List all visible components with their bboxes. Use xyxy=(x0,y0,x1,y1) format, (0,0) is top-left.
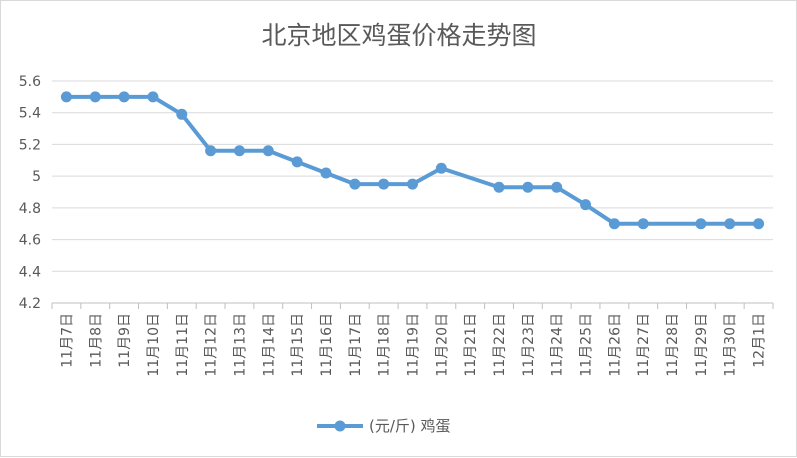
legend-label: (元/斤) 鸡蛋 xyxy=(369,417,451,435)
legend: (元/斤) 鸡蛋 xyxy=(317,417,451,435)
chart-title: 北京地区鸡蛋价格走势图 xyxy=(261,21,536,50)
x-tick-label: 11月29日 xyxy=(694,313,710,377)
gridlines xyxy=(52,80,773,272)
x-tick-label: 11月9日 xyxy=(117,313,133,368)
data-point xyxy=(378,178,390,190)
y-axis-ticks: 4.2 4.4 4.6 4.8 5 5.2 5.4 5.6 xyxy=(19,74,41,312)
data-point xyxy=(695,218,707,230)
y-tick-label: 4.4 xyxy=(19,264,41,280)
data-point xyxy=(262,145,274,157)
x-tick-label: 11月8日 xyxy=(88,313,104,368)
series-line-segment xyxy=(179,112,213,153)
data-point xyxy=(608,218,620,230)
data-point xyxy=(435,162,447,174)
x-tick-label: 11月30日 xyxy=(723,313,739,377)
data-point xyxy=(580,199,592,211)
x-tick-label: 11月13日 xyxy=(232,313,248,377)
x-tick-label: 12月1日 xyxy=(752,313,768,368)
data-point xyxy=(291,156,303,168)
data-point xyxy=(753,218,765,230)
series-line-segment xyxy=(439,166,502,190)
y-tick-label: 5 xyxy=(32,169,41,185)
y-tick-label: 5.2 xyxy=(19,137,41,153)
y-tick-label: 4.2 xyxy=(19,296,41,312)
data-point xyxy=(551,181,563,193)
x-tick-label: 11月16日 xyxy=(319,313,335,377)
x-tick-label: 11月22日 xyxy=(492,313,508,377)
x-tick-label: 11月17日 xyxy=(348,313,364,377)
x-tick-label: 11月20日 xyxy=(434,313,450,377)
data-point xyxy=(60,91,72,103)
x-tick-label: 11月7日 xyxy=(59,313,75,368)
data-point xyxy=(637,218,649,230)
x-tick-label: 11月19日 xyxy=(406,313,422,377)
data-point xyxy=(349,178,361,190)
x-tick-label: 11月23日 xyxy=(521,313,537,377)
y-tick-label: 4.8 xyxy=(19,201,41,217)
x-tick-label: 11月12日 xyxy=(204,313,220,377)
data-point xyxy=(89,91,101,103)
legend-marker-swatch xyxy=(334,420,346,432)
x-tick-label: 11月11日 xyxy=(175,313,191,377)
data-point xyxy=(493,181,505,193)
y-tick-label: 5.4 xyxy=(19,106,41,122)
x-axis-ticks: 11月7日 11月8日 11月9日 11月10日 11月11日 11月12日 11月13日 1… xyxy=(59,313,767,377)
x-tick-label: 11月18日 xyxy=(377,313,393,377)
x-tick-label: 11月24日 xyxy=(550,313,566,377)
series-line-segment xyxy=(150,94,184,117)
series-line-segment xyxy=(554,185,588,207)
data-point xyxy=(176,108,188,120)
data-point xyxy=(118,91,130,103)
x-tick-label: 11月14日 xyxy=(261,313,277,377)
x-tick-label: 11月15日 xyxy=(290,313,306,377)
y-tick-label: 4.6 xyxy=(19,233,41,249)
data-point xyxy=(320,167,332,179)
x-tick-label: 11月27日 xyxy=(636,313,652,377)
y-tick-label: 5.6 xyxy=(19,74,41,90)
x-tick-label: 11月26日 xyxy=(607,313,623,377)
series-line-segment xyxy=(583,202,617,226)
data-point xyxy=(147,91,159,103)
x-tick-label: 11月25日 xyxy=(579,313,595,377)
data-point xyxy=(522,181,534,193)
x-tick-label: 11月21日 xyxy=(463,313,479,377)
data-point xyxy=(724,218,736,230)
series-points xyxy=(60,91,765,230)
data-point xyxy=(233,145,245,157)
series-lines xyxy=(64,94,761,226)
data-point xyxy=(407,178,418,190)
x-tick-label: 11月28日 xyxy=(665,313,681,377)
x-axis xyxy=(51,302,774,309)
data-point xyxy=(205,145,217,157)
x-tick-label: 11月10日 xyxy=(146,313,162,377)
